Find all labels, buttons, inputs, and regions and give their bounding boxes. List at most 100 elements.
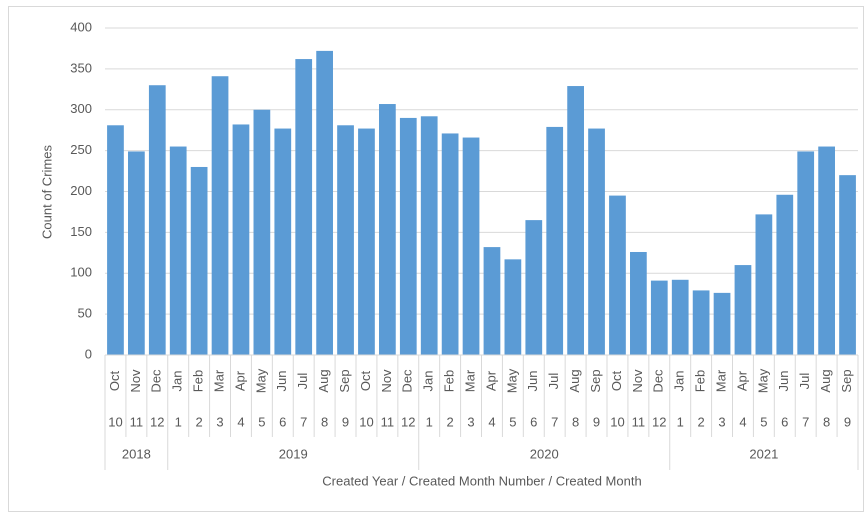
- bar: [169, 146, 187, 355]
- month-number-label: 8: [823, 414, 830, 429]
- bar: [420, 116, 438, 355]
- bar: [797, 151, 815, 355]
- month-number-label: 5: [760, 414, 767, 429]
- y-tick-label: 250: [70, 142, 92, 157]
- y-tick-label: 200: [70, 183, 92, 198]
- bar: [190, 166, 208, 355]
- x-tick-label: Dec: [651, 369, 666, 393]
- month-number-label: 4: [237, 414, 244, 429]
- x-tick-label: Jun: [525, 371, 540, 392]
- month-number-label: 3: [718, 414, 725, 429]
- month-number-label: 9: [844, 414, 851, 429]
- month-number-label: 9: [593, 414, 600, 429]
- month-number-label: 4: [739, 414, 746, 429]
- x-tick-label: Feb: [442, 370, 457, 392]
- month-number-label: 6: [530, 414, 537, 429]
- y-tick-label: 0: [85, 346, 92, 361]
- x-tick-label: Sep: [337, 369, 352, 392]
- month-number-label: 2: [196, 414, 203, 429]
- x-tick-label: Mar: [211, 369, 226, 392]
- bar: [358, 128, 375, 355]
- y-tick-label: 100: [70, 265, 92, 280]
- year-label: 2021: [749, 446, 778, 461]
- x-tick-label: Nov: [630, 369, 645, 393]
- bar: [713, 292, 731, 355]
- bar: [609, 195, 626, 355]
- month-number-label: 5: [509, 414, 516, 429]
- bar: [107, 125, 124, 355]
- bar: [755, 214, 773, 355]
- x-tick-label: Sep: [588, 369, 603, 392]
- x-tick-label: Nov: [379, 369, 394, 393]
- month-number-label: 2: [447, 414, 454, 429]
- x-tick-label: Mar: [462, 369, 477, 392]
- month-number-label: 12: [150, 414, 164, 429]
- month-number-label: 3: [467, 414, 474, 429]
- x-tick-label: Jul: [546, 373, 561, 390]
- x-tick-label: Oct: [609, 371, 624, 392]
- x-tick-label: May: [504, 368, 519, 393]
- x-tick-label: Apr: [734, 370, 749, 391]
- x-tick-label: Aug: [316, 369, 331, 392]
- bar: [232, 124, 250, 355]
- month-number-label: 6: [781, 414, 788, 429]
- x-tick-label: Oct: [107, 371, 122, 392]
- x-tick-label: Aug: [567, 369, 582, 392]
- year-label: 2019: [279, 446, 308, 461]
- y-tick-label: 300: [70, 101, 92, 116]
- bar: [462, 137, 480, 355]
- chart-border: [8, 6, 864, 512]
- month-number-label: 10: [359, 414, 373, 429]
- month-number-label: 11: [381, 414, 395, 429]
- x-tick-label: Jul: [797, 373, 812, 390]
- y-axis-title: Count of Crimes: [39, 145, 54, 239]
- bar: [148, 85, 166, 355]
- bar: [839, 175, 856, 355]
- bar: [128, 151, 145, 355]
- y-tick-label: 350: [70, 60, 92, 75]
- x-tick-label: Jun: [776, 371, 791, 392]
- x-tick-label: Feb: [191, 370, 206, 392]
- x-tick-label: Jul: [295, 373, 310, 390]
- x-tick-label: May: [253, 368, 268, 393]
- bar: [337, 125, 354, 355]
- bar: [650, 280, 668, 355]
- bar: [441, 133, 459, 355]
- bar: [734, 265, 752, 355]
- x-tick-label: Aug: [818, 369, 833, 392]
- bar: [253, 109, 271, 355]
- y-tick-label: 50: [78, 306, 92, 321]
- bar: [211, 76, 229, 356]
- bar: [525, 220, 543, 355]
- x-tick-label: Jan: [170, 371, 185, 392]
- month-number-label: 6: [279, 414, 286, 429]
- x-tick-label: Jan: [421, 371, 436, 392]
- month-number-label: 1: [426, 414, 433, 429]
- bar: [483, 247, 501, 355]
- bar: [316, 50, 333, 355]
- bar: [399, 117, 417, 355]
- x-tick-label: Jan: [672, 371, 687, 392]
- year-label: 2020: [530, 446, 559, 461]
- month-number-label: 11: [632, 414, 646, 429]
- bar: [546, 126, 564, 355]
- bar: [567, 86, 584, 355]
- bar: [692, 290, 710, 355]
- bar: [776, 194, 794, 355]
- month-number-label: 7: [802, 414, 809, 429]
- month-number-label: 12: [401, 414, 415, 429]
- month-number-label: 10: [108, 414, 122, 429]
- x-tick-label: Sep: [839, 369, 854, 392]
- x-axis-title: Created Year / Created Month Number / Cr…: [322, 473, 641, 488]
- month-number-label: 8: [321, 414, 328, 429]
- month-number-label: 5: [258, 414, 265, 429]
- x-tick-label: Jun: [274, 371, 289, 392]
- year-label: 2018: [122, 446, 151, 461]
- bar: [274, 128, 292, 355]
- bar: [630, 251, 647, 355]
- month-number-label: 4: [488, 414, 495, 429]
- bar: [295, 59, 313, 355]
- month-number-label: 9: [342, 414, 349, 429]
- x-tick-label: Apr: [232, 370, 247, 391]
